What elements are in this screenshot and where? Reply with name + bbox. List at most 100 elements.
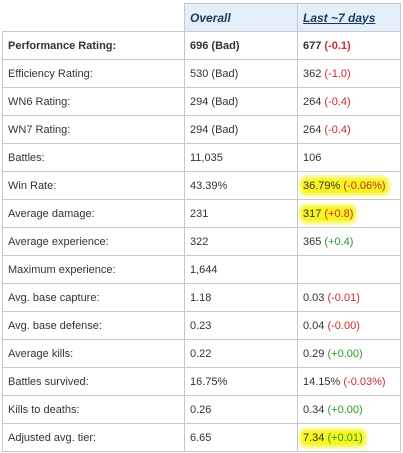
stat-recent-wrapper: 106 xyxy=(303,152,321,164)
table-row: Kills to deaths: 0.26 0.34 (+0.00) xyxy=(2,395,401,424)
table-row: Win Rate: 43.39% 36.79% (-0.06%) xyxy=(2,171,401,200)
stat-overall-value: 11,035 xyxy=(184,143,298,172)
table-row: Performance Rating: 696 (Bad) 677 (-0.1) xyxy=(2,31,401,60)
stat-overall-value: 16.75% xyxy=(184,367,298,396)
stat-label: Adjusted avg. tier: xyxy=(2,423,185,452)
stat-recent-cell: 365 (+0.4) xyxy=(297,227,401,256)
stat-label: WN7 Rating: xyxy=(2,115,185,144)
header-overall: Overall xyxy=(184,3,298,32)
stat-delta: (-0.4) xyxy=(324,123,351,136)
stat-recent-value: 7.34 xyxy=(303,431,325,444)
stat-recent-wrapper: 264 (-0.4) xyxy=(303,96,351,108)
stat-recent-value: 106 xyxy=(303,151,322,164)
stat-recent-value: 365 xyxy=(303,235,322,248)
stat-overall-value: 294 (Bad) xyxy=(184,115,298,144)
stat-recent-value: 0.03 xyxy=(303,291,325,304)
stat-overall-value: 1.18 xyxy=(184,283,298,312)
stat-delta: (-0.4) xyxy=(324,95,351,108)
stat-recent-wrapper: 0.29 (+0.00) xyxy=(303,348,363,360)
stat-label: Win Rate: xyxy=(2,171,185,200)
stat-recent-cell: 0.03 (-0.01) xyxy=(297,283,401,312)
stat-overall-value: 0.22 xyxy=(184,339,298,368)
stat-recent-value: 264 xyxy=(303,95,322,108)
header-last-7-days[interactable]: Last ~7 days xyxy=(297,3,401,32)
stats-table-body: Performance Rating: 696 (Bad) 677 (-0.1) Ef… xyxy=(2,31,401,452)
stat-recent-value: 36.79% xyxy=(303,179,341,192)
table-row: WN7 Rating: 294 (Bad) 264 (-0.4) xyxy=(2,115,401,144)
stat-recent-cell: 7.34 (+0.01) xyxy=(297,423,401,452)
stat-recent-value: 264 xyxy=(303,123,322,136)
stat-recent-value: 0.04 xyxy=(303,319,325,332)
header-corner xyxy=(2,3,185,32)
stat-label: Avg. base defense: xyxy=(2,311,185,340)
stat-delta: (+0.8) xyxy=(324,207,354,220)
highlighted-stat: 7.34 (+0.01) xyxy=(303,431,363,444)
stat-label: Avg. base capture: xyxy=(2,283,185,312)
stats-table-header: Overall Last ~7 days xyxy=(2,3,401,32)
stat-recent-cell: 0.34 (+0.00) xyxy=(297,395,401,424)
stat-overall-value: 322 xyxy=(184,227,298,256)
stat-label: Battles: xyxy=(2,143,185,172)
stat-recent-cell: 362 (-1.0) xyxy=(297,59,401,88)
stat-recent-cell: 106 xyxy=(297,143,401,172)
stat-recent-cell: 264 (-0.4) xyxy=(297,87,401,116)
stat-recent-wrapper: 0.04 (-0.00) xyxy=(303,320,360,332)
stat-label: Performance Rating: xyxy=(2,31,185,60)
stat-delta: (+0.01) xyxy=(327,431,363,444)
table-row: Average experience: 322 365 (+0.4) xyxy=(2,227,401,256)
stat-recent-cell: 0.29 (+0.00) xyxy=(297,339,401,368)
highlighted-stat: 317 (+0.8) xyxy=(303,207,354,220)
table-row: Avg. base capture: 1.18 0.03 (-0.01) xyxy=(2,283,401,312)
stat-label: WN6 Rating: xyxy=(2,87,185,116)
stat-recent-cell: 317 (+0.8) xyxy=(297,199,401,228)
stat-recent-value: 0.34 xyxy=(303,403,325,416)
header-row: Overall Last ~7 days xyxy=(2,3,401,32)
table-row: Battles: 11,035 106 xyxy=(2,143,401,172)
table-row: Maximum experience: 1,644 xyxy=(2,255,401,284)
stat-recent-cell: 264 (-0.4) xyxy=(297,115,401,144)
stat-delta: (-1.0) xyxy=(324,67,351,80)
stat-recent-cell: 677 (-0.1) xyxy=(297,31,401,60)
stat-label: Kills to deaths: xyxy=(2,395,185,424)
stat-delta: (-0.01) xyxy=(327,291,360,304)
table-row: Average kills: 0.22 0.29 (+0.00) xyxy=(2,339,401,368)
stat-overall-value: 294 (Bad) xyxy=(184,87,298,116)
stat-delta: (+0.00) xyxy=(327,347,363,360)
stat-recent-wrapper: 365 (+0.4) xyxy=(303,236,353,248)
stat-recent-wrapper: 362 (-1.0) xyxy=(303,68,351,80)
stat-overall-value: 1,644 xyxy=(184,255,298,284)
stats-table: Overall Last ~7 days Performance Rating:… xyxy=(2,3,401,452)
stat-recent-value: 677 xyxy=(303,39,322,52)
table-row: Battles survived: 16.75% 14.15% (-0.03%) xyxy=(2,367,401,396)
stat-overall-value: 696 (Bad) xyxy=(184,31,298,60)
last-7-days-link[interactable]: Last ~7 days xyxy=(303,10,376,25)
stat-recent-value: 0.29 xyxy=(303,347,325,360)
stat-recent-cell xyxy=(297,255,401,284)
stat-recent-cell: 0.04 (-0.00) xyxy=(297,311,401,340)
stat-delta: (-0.00) xyxy=(327,319,360,332)
stat-recent-cell: 14.15% (-0.03%) xyxy=(297,367,401,396)
stat-overall-value: 0.23 xyxy=(184,311,298,340)
stat-label: Battles survived: xyxy=(2,367,185,396)
stat-label: Average damage: xyxy=(2,199,185,228)
stat-recent-wrapper: 14.15% (-0.03%) xyxy=(303,376,386,388)
stat-delta: (+0.00) xyxy=(327,403,363,416)
table-row: WN6 Rating: 294 (Bad) 264 (-0.4) xyxy=(2,87,401,116)
stat-label: Efficiency Rating: xyxy=(2,59,185,88)
stat-delta: (-0.03%) xyxy=(343,375,386,388)
stat-overall-value: 6.65 xyxy=(184,423,298,452)
table-row: Average damage: 231 317 (+0.8) xyxy=(2,199,401,228)
stat-recent-value: 14.15% xyxy=(303,375,341,388)
stat-delta: (-0.06%) xyxy=(343,179,386,192)
stat-recent-wrapper: 0.34 (+0.00) xyxy=(303,404,363,416)
stat-label: Average kills: xyxy=(2,339,185,368)
stat-delta: (-0.1) xyxy=(324,39,351,52)
stat-recent-value: 362 xyxy=(303,67,322,80)
stat-recent-wrapper: 264 (-0.4) xyxy=(303,124,351,136)
stat-delta: (+0.4) xyxy=(324,235,354,248)
highlighted-stat: 36.79% (-0.06%) xyxy=(303,179,386,192)
stat-label: Average experience: xyxy=(2,227,185,256)
table-row: Efficiency Rating: 530 (Bad) 362 (-1.0) xyxy=(2,59,401,88)
stat-recent-cell: 36.79% (-0.06%) xyxy=(297,171,401,200)
stat-overall-value: 43.39% xyxy=(184,171,298,200)
